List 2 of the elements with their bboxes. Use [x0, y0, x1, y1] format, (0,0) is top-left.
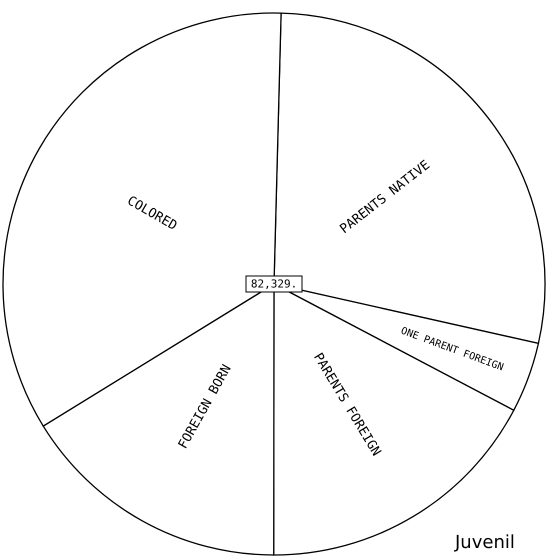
text: Juvenil	[454, 532, 515, 553]
text: 82,329.	[250, 278, 298, 290]
